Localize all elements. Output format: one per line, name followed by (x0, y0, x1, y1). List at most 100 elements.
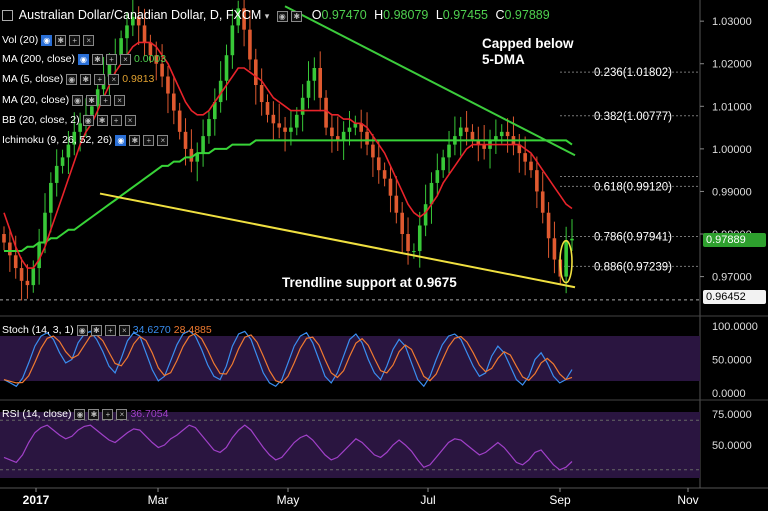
resistance-trendline (284, 5, 576, 157)
rsi-label: RSI (14, close) (2, 408, 72, 420)
plus-icon[interactable]: + (94, 73, 106, 85)
fib-level-label: 0.382(1.00777) (594, 111, 672, 123)
candle-body (470, 131, 475, 141)
eye-icon[interactable]: ◉ (115, 134, 127, 146)
candle-body (271, 114, 276, 124)
annotation-line: 5-DMA (482, 52, 525, 67)
y-tick-label: 1.01000 (712, 101, 752, 113)
candle-body (318, 67, 323, 98)
candle-body (177, 110, 182, 132)
candle-body (148, 42, 153, 56)
close-icon[interactable]: × (157, 134, 169, 146)
eye-icon[interactable]: ◉ (77, 53, 89, 65)
candle-body (2, 234, 6, 243)
plus-icon[interactable]: + (102, 408, 114, 420)
candle-body (517, 144, 522, 154)
visibility-icon[interactable]: ◉ (276, 11, 288, 22)
candle-body (136, 16, 141, 26)
candle-body (13, 255, 18, 269)
candle-body (72, 131, 77, 145)
gear-icon[interactable]: ✱ (91, 53, 103, 65)
plus-icon[interactable]: + (110, 114, 122, 126)
plus-icon[interactable]: + (100, 94, 112, 106)
candle-body (535, 170, 539, 192)
ohlc-low-value: 0.97455 (442, 8, 488, 22)
indicator-row-ichimoku[interactable]: Ichimoku (9, 26, 52, 26) ◉ ✱ + × (2, 134, 169, 146)
plus-icon[interactable]: + (105, 53, 117, 65)
rsi-line (3, 424, 573, 471)
gear-icon[interactable]: ✱ (86, 94, 98, 106)
candle-body (523, 153, 527, 162)
eye-icon[interactable]: ◉ (72, 94, 84, 106)
gear-icon[interactable]: ✱ (88, 408, 100, 420)
candle-body (189, 148, 194, 162)
annotation-capped: Capped below 5-DMA (482, 36, 574, 68)
candle-body (371, 144, 375, 158)
candle-body (335, 136, 340, 141)
indicator-row-bb[interactable]: BB (20, close, 2) ◉ ✱ + × (2, 114, 136, 126)
close-icon[interactable]: × (119, 53, 131, 65)
gear-icon[interactable]: ✱ (96, 114, 108, 126)
candle-body (95, 89, 100, 107)
candle-body (347, 127, 352, 132)
candle-body (183, 131, 188, 149)
eye-icon[interactable]: ◉ (66, 73, 78, 85)
ohlc-close-label: C (495, 8, 505, 22)
chart-header: Australian Dollar/Canadian Dollar, D, FX… (2, 8, 550, 22)
candle-body (78, 123, 82, 132)
candle-body (394, 195, 399, 213)
candle-body (441, 157, 445, 171)
stoch-d-value: 28.4885 (173, 324, 212, 336)
candle-body (376, 157, 381, 171)
close-icon[interactable]: × (114, 94, 126, 106)
candle-body (388, 178, 393, 196)
indicator-row-ma5[interactable]: MA (5, close) ◉ ✱ + × 0.9813 (2, 73, 154, 85)
collapse-icon[interactable] (2, 10, 13, 22)
gear-icon[interactable]: ✱ (55, 34, 67, 46)
candle-body (312, 67, 317, 81)
eye-icon[interactable]: ◉ (74, 408, 86, 420)
plus-icon[interactable]: + (104, 324, 116, 336)
eye-icon[interactable]: ◉ (41, 34, 53, 46)
close-icon[interactable]: × (116, 408, 128, 420)
candle-body (37, 242, 41, 269)
settings-icon[interactable]: ✱ (291, 11, 303, 22)
candle-body (207, 119, 211, 137)
close-icon[interactable]: × (108, 73, 120, 85)
stoch-legend[interactable]: Stoch (14, 3, 1) ◉ ✱ + × 34.6270 28.4885 (2, 324, 212, 336)
dropdown-chevron-icon[interactable]: ▾ (264, 11, 270, 21)
gear-icon[interactable]: ✱ (129, 134, 141, 146)
plus-icon[interactable]: + (143, 134, 155, 146)
symbol-title[interactable]: Australian Dollar/Canadian Dollar, D, FX… (18, 8, 262, 22)
candle-body (382, 170, 387, 179)
eye-icon[interactable]: ◉ (76, 324, 88, 336)
indicator-label: MA (200, close) (2, 53, 75, 65)
candle-body (25, 280, 30, 286)
stoch-label: Stoch (14, 3, 1) (2, 324, 74, 336)
close-icon[interactable]: × (124, 114, 136, 126)
rsi-legend[interactable]: RSI (14, close) ◉ ✱ + × 36.7054 (2, 408, 168, 420)
eye-icon[interactable]: ◉ (82, 114, 94, 126)
x-tick-label: Mar (148, 493, 169, 507)
candle-body (259, 85, 264, 103)
gear-icon[interactable]: ✱ (90, 324, 102, 336)
stoch-k-value: 34.6270 (132, 324, 171, 336)
close-icon[interactable]: × (83, 34, 95, 46)
stoch-band (0, 336, 700, 381)
ma200-line (4, 139, 573, 252)
x-tick-label: Jul (420, 493, 435, 507)
indicator-row-ma200[interactable]: MA (200, close) ◉ ✱ + × 0.0003 (2, 53, 166, 65)
indicator-row-vol[interactable]: Vol (20) ◉ ✱ + × (2, 34, 95, 46)
highlight-ellipse (559, 239, 573, 284)
candle-body (482, 144, 486, 149)
candle-body (564, 240, 568, 277)
close-icon[interactable]: × (118, 324, 130, 336)
candle-body (423, 204, 428, 226)
candle-body (540, 191, 545, 213)
candle-body (8, 242, 12, 256)
candle-body (400, 212, 404, 235)
plus-icon[interactable]: + (69, 34, 81, 46)
gear-icon[interactable]: ✱ (80, 73, 92, 85)
indicator-row-ma20[interactable]: MA (20, close) ◉ ✱ + × (2, 94, 126, 106)
x-tick-label: 2017 (23, 493, 50, 507)
